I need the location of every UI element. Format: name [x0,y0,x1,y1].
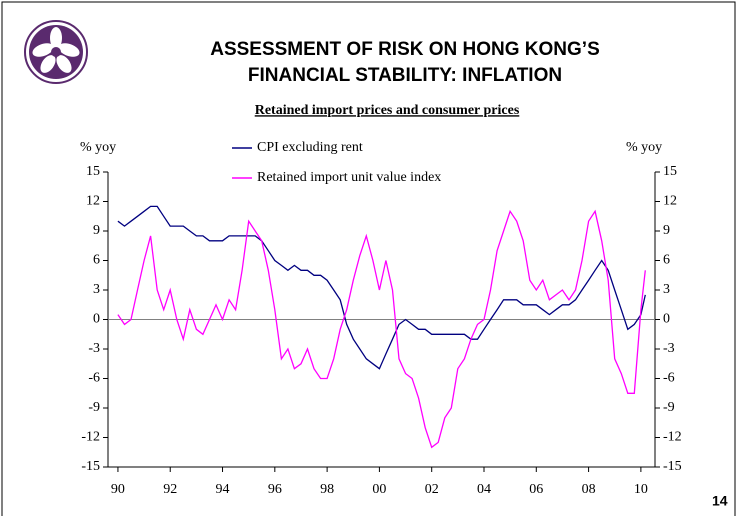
x-tick-label: 02 [425,482,439,497]
y2-tick-label: -3 [663,341,675,356]
y-tick-label: 9 [93,223,100,238]
y-tick-label: 15 [86,164,100,179]
y2-tick-label: -15 [663,459,682,474]
data-line [117,209,646,449]
x-tick-label: 94 [216,482,230,497]
y2-tick-label: 15 [663,164,677,179]
y-tick-label: -3 [88,341,100,356]
y2-axis-label: % yoy [626,140,662,155]
x-tick-label: 96 [268,482,282,497]
y-tick-label: 3 [93,282,100,297]
legend-label: CPI excluding rent [257,140,363,155]
title: ASSESSMENT OF RISK ON HONG KONG’S [210,39,600,60]
y2-tick-label: 9 [663,223,670,238]
x-tick-label: 98 [320,482,334,497]
legend-label: Retained import unit value index [257,170,441,185]
data-line [117,205,646,370]
x-tick-label: 06 [529,482,543,497]
y2-tick-label: 3 [663,282,670,297]
x-tick-label: 04 [477,482,491,497]
y2-tick-label: 0 [663,312,670,327]
y-tick-label: -12 [81,430,100,445]
x-tick-label: 92 [163,482,177,497]
y2-tick-label: 6 [663,253,670,268]
y-tick-label: 0 [93,312,100,327]
y2-tick-label: 12 [663,194,677,209]
y-tick-label: 6 [93,253,100,268]
y2-tick-label: -9 [663,400,675,415]
logo [24,20,88,84]
y-tick-label: 12 [86,194,100,209]
chart-title: Retained import prices and consumer pric… [255,103,520,118]
y-tick-label: -6 [88,371,100,386]
y2-tick-label: -12 [663,430,682,445]
x-tick-label: 90 [111,482,125,497]
y-tick-label: -9 [88,400,100,415]
page-number: 14 [712,493,728,509]
y-tick-label: -15 [81,459,100,474]
title: FINANCIAL STABILITY: INFLATION [248,65,562,86]
y-axis-label: % yoy [80,140,116,155]
x-tick-label: 10 [634,482,648,497]
x-tick-label: 08 [582,482,596,497]
y2-tick-label: -6 [663,371,675,386]
x-tick-label: 00 [372,482,386,497]
